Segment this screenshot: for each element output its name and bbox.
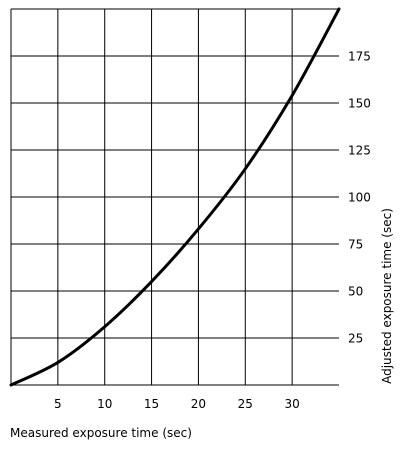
- x-tick-labels: 5 10 15 20 25 30: [54, 397, 300, 411]
- x-tick-label: 20: [191, 397, 206, 411]
- y-tick-label: 25: [348, 332, 363, 346]
- y-tick-label: 100: [348, 191, 371, 205]
- y-axis-label: Adjusted exposure time (sec): [380, 208, 394, 384]
- x-tick-label: 30: [285, 397, 300, 411]
- x-tick-label: 15: [144, 397, 159, 411]
- x-tick-label: 10: [97, 397, 112, 411]
- x-tick-label: 25: [238, 397, 253, 411]
- x-axis-label: Measured exposure time (sec): [10, 426, 192, 440]
- y-tick-label: 150: [348, 97, 371, 111]
- y-tick-label: 175: [348, 50, 371, 64]
- grid: [10, 8, 339, 386]
- series-line-0: [9, 7, 341, 387]
- y-tick-label: 50: [348, 285, 363, 299]
- x-tick-label: 5: [54, 397, 62, 411]
- y-tick-labels: 25 50 75 100 125 150 175: [348, 50, 371, 346]
- y-tick-label: 125: [348, 144, 371, 158]
- series-group: [9, 7, 341, 387]
- y-tick-label: 75: [348, 238, 363, 252]
